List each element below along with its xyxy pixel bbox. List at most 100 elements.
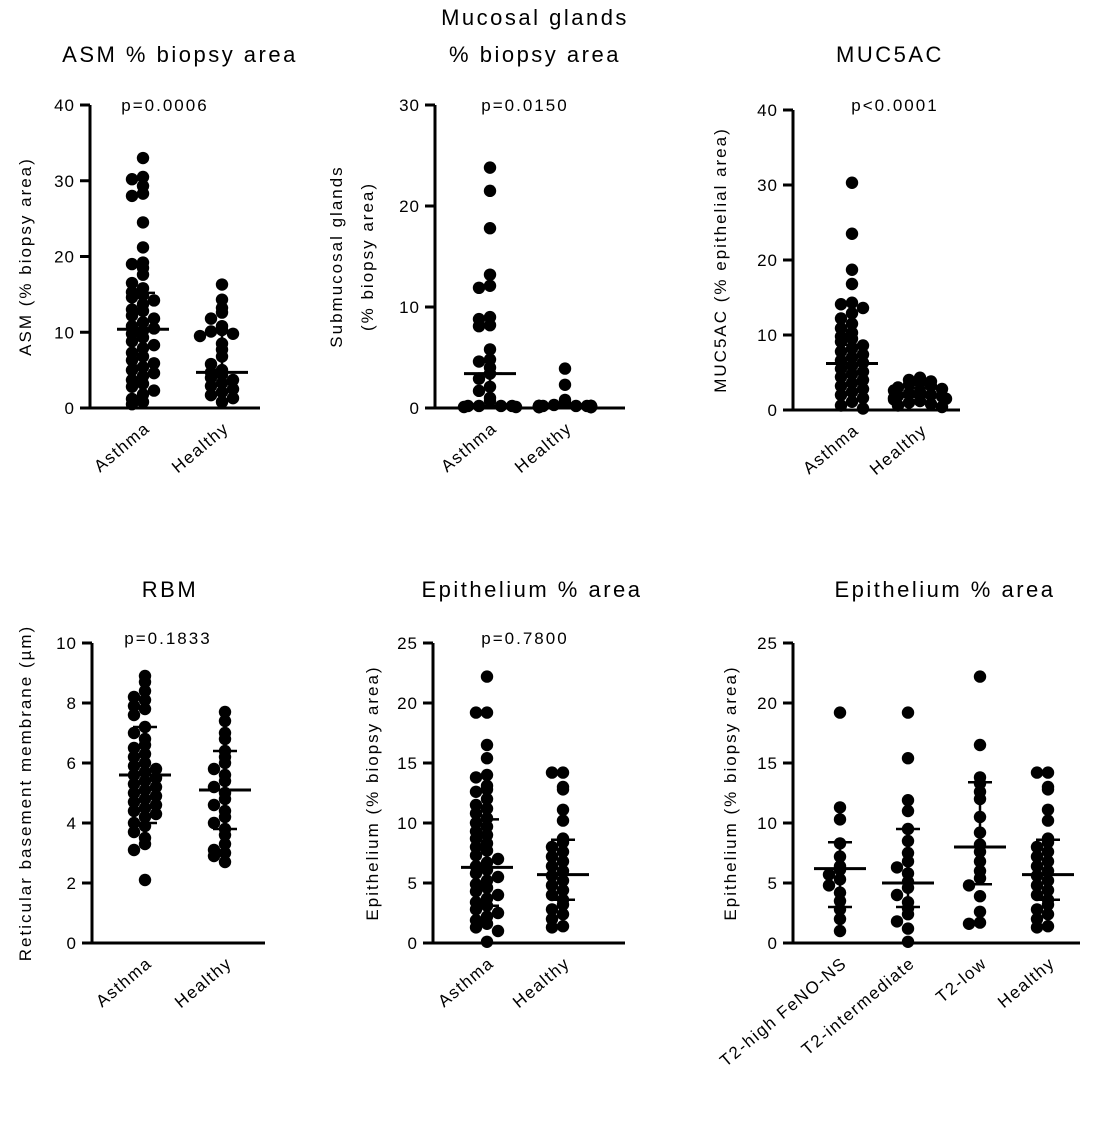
data-point: [556, 783, 570, 796]
chart-panel-1: ASM % biopsy area p=0.0006 0 10 20 30 40 ASM (%…: [16, 42, 298, 477]
data-point: [545, 766, 559, 779]
data-point: [545, 840, 559, 854]
data-point: [218, 855, 232, 869]
data-point: [218, 837, 232, 851]
data-point: [1041, 908, 1055, 921]
data-point: [545, 860, 559, 873]
data-point: [556, 803, 570, 816]
data-point: [127, 759, 141, 773]
data-point: [136, 216, 150, 229]
y-tick-label: 15: [397, 754, 418, 773]
data-point: [472, 281, 486, 295]
data-point: [845, 227, 859, 240]
data-point: [469, 706, 483, 719]
y-tick-label: 10: [757, 326, 778, 345]
y-axis-label-line2: (% biopsy area): [358, 182, 377, 331]
data-point: [845, 307, 859, 320]
data-point: [127, 843, 141, 857]
y-axis-label: Epithelium (% biopsy area): [721, 665, 740, 920]
data-point: [127, 726, 141, 740]
y-tick-label: 30: [399, 96, 420, 115]
data-point: [207, 762, 221, 776]
data-point: [218, 828, 232, 842]
data-point: [469, 867, 483, 880]
data-point: [556, 766, 570, 779]
data-point: [973, 916, 987, 929]
data-point: [125, 335, 139, 348]
data-point: [204, 388, 218, 402]
data-point: [136, 241, 150, 254]
data-point: [218, 705, 232, 719]
data-point: [845, 332, 859, 345]
y-tick-label: 5: [408, 874, 418, 893]
data-point: [1041, 803, 1055, 816]
data-point: [207, 798, 221, 812]
data-point: [834, 399, 848, 412]
y-axis-label: Submucosal glands: [327, 165, 346, 347]
data-point: [480, 670, 494, 683]
data-point: [901, 794, 915, 807]
data-point: [491, 924, 505, 938]
x-category-label: Asthma: [434, 954, 497, 1011]
data-point: [226, 382, 240, 396]
data-point: [483, 222, 497, 235]
y-tick-label: 25: [757, 634, 778, 653]
data-point: [127, 750, 141, 764]
chart-title: Mucosal glands: [441, 5, 629, 30]
data-point: [472, 384, 486, 398]
chart-title: MUC5AC: [836, 42, 944, 67]
data-point: [545, 921, 559, 934]
data-point: [147, 384, 161, 397]
data-point: [457, 400, 471, 414]
data-point: [127, 786, 141, 800]
data-point: [856, 391, 870, 405]
data-point: [1041, 898, 1055, 911]
data-point: [845, 263, 859, 276]
data-point: [845, 385, 859, 399]
data-point: [973, 738, 987, 752]
y-tick-label: 20: [757, 251, 778, 270]
data-point: [136, 170, 150, 184]
data-point: [480, 738, 494, 752]
y-tick-label: 0: [768, 934, 778, 953]
x-category-label: Healthy: [994, 954, 1058, 1012]
data-point: [480, 768, 494, 782]
y-tick-label: 40: [757, 101, 778, 120]
data-point: [480, 752, 494, 765]
y-axis-label: Epithelium (% biopsy area): [363, 665, 382, 920]
data-point: [207, 816, 221, 830]
data-point: [891, 399, 905, 412]
data-point: [973, 670, 987, 683]
data-point: [147, 312, 161, 325]
chart-panel-6: Epithelium % area 0 5 10 15 20 25 Epithelium (%…: [716, 577, 1080, 1071]
data-point: [207, 849, 221, 863]
data-point: [136, 377, 150, 390]
data-point: [901, 752, 915, 765]
x-category-label: T2-intermediate: [798, 954, 919, 1060]
data-point: [472, 372, 486, 385]
data-point: [125, 276, 139, 290]
data-point: [138, 702, 152, 716]
data-point: [845, 296, 859, 309]
data-point: [138, 837, 152, 851]
data-point: [469, 771, 483, 784]
data-point: [545, 888, 559, 902]
data-point: [1030, 903, 1044, 916]
y-tick-label: 20: [399, 197, 420, 216]
y-tick-label: 5: [768, 874, 778, 893]
data-point: [469, 921, 483, 934]
data-point: [483, 268, 497, 281]
data-point: [147, 294, 161, 307]
data-point: [1030, 840, 1044, 854]
y-axis-label: Reticular basement membrane (µm): [16, 625, 35, 961]
x-category-label: Healthy: [168, 419, 232, 477]
data-point: [962, 917, 976, 930]
data-point: [856, 402, 870, 415]
data-point: [480, 802, 494, 815]
data-point: [125, 189, 139, 203]
y-tick-label: 0: [67, 934, 77, 953]
chart-title: ASM % biopsy area: [62, 42, 298, 67]
data-point: [480, 917, 494, 930]
data-point: [127, 699, 141, 713]
data-point: [138, 675, 152, 689]
